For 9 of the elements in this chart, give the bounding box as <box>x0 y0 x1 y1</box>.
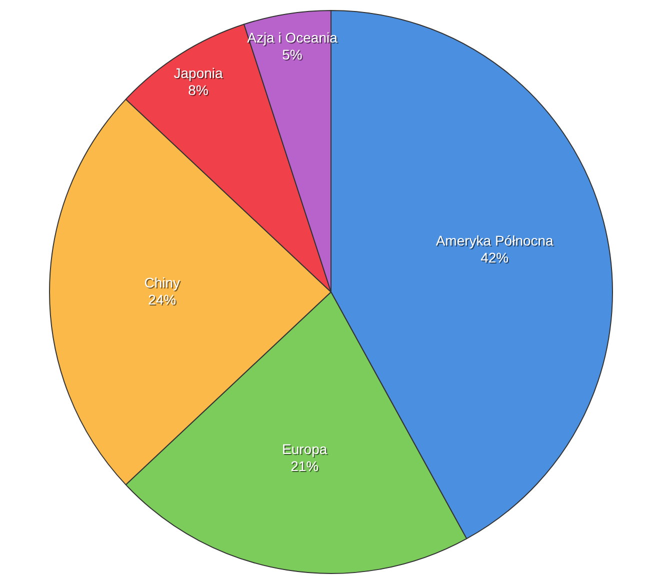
data-label: 24% <box>149 292 178 308</box>
slice-label: Japonia <box>174 65 223 82</box>
data-label: 42% <box>482 250 510 266</box>
data-label: 5% <box>283 48 304 64</box>
data-label: 8% <box>189 83 210 100</box>
slice-label: Chiny <box>144 274 180 290</box>
slice-label: Ameryka Północna <box>436 232 554 248</box>
slice-label: Europa <box>282 441 328 458</box>
data-label: 21% <box>292 459 320 476</box>
